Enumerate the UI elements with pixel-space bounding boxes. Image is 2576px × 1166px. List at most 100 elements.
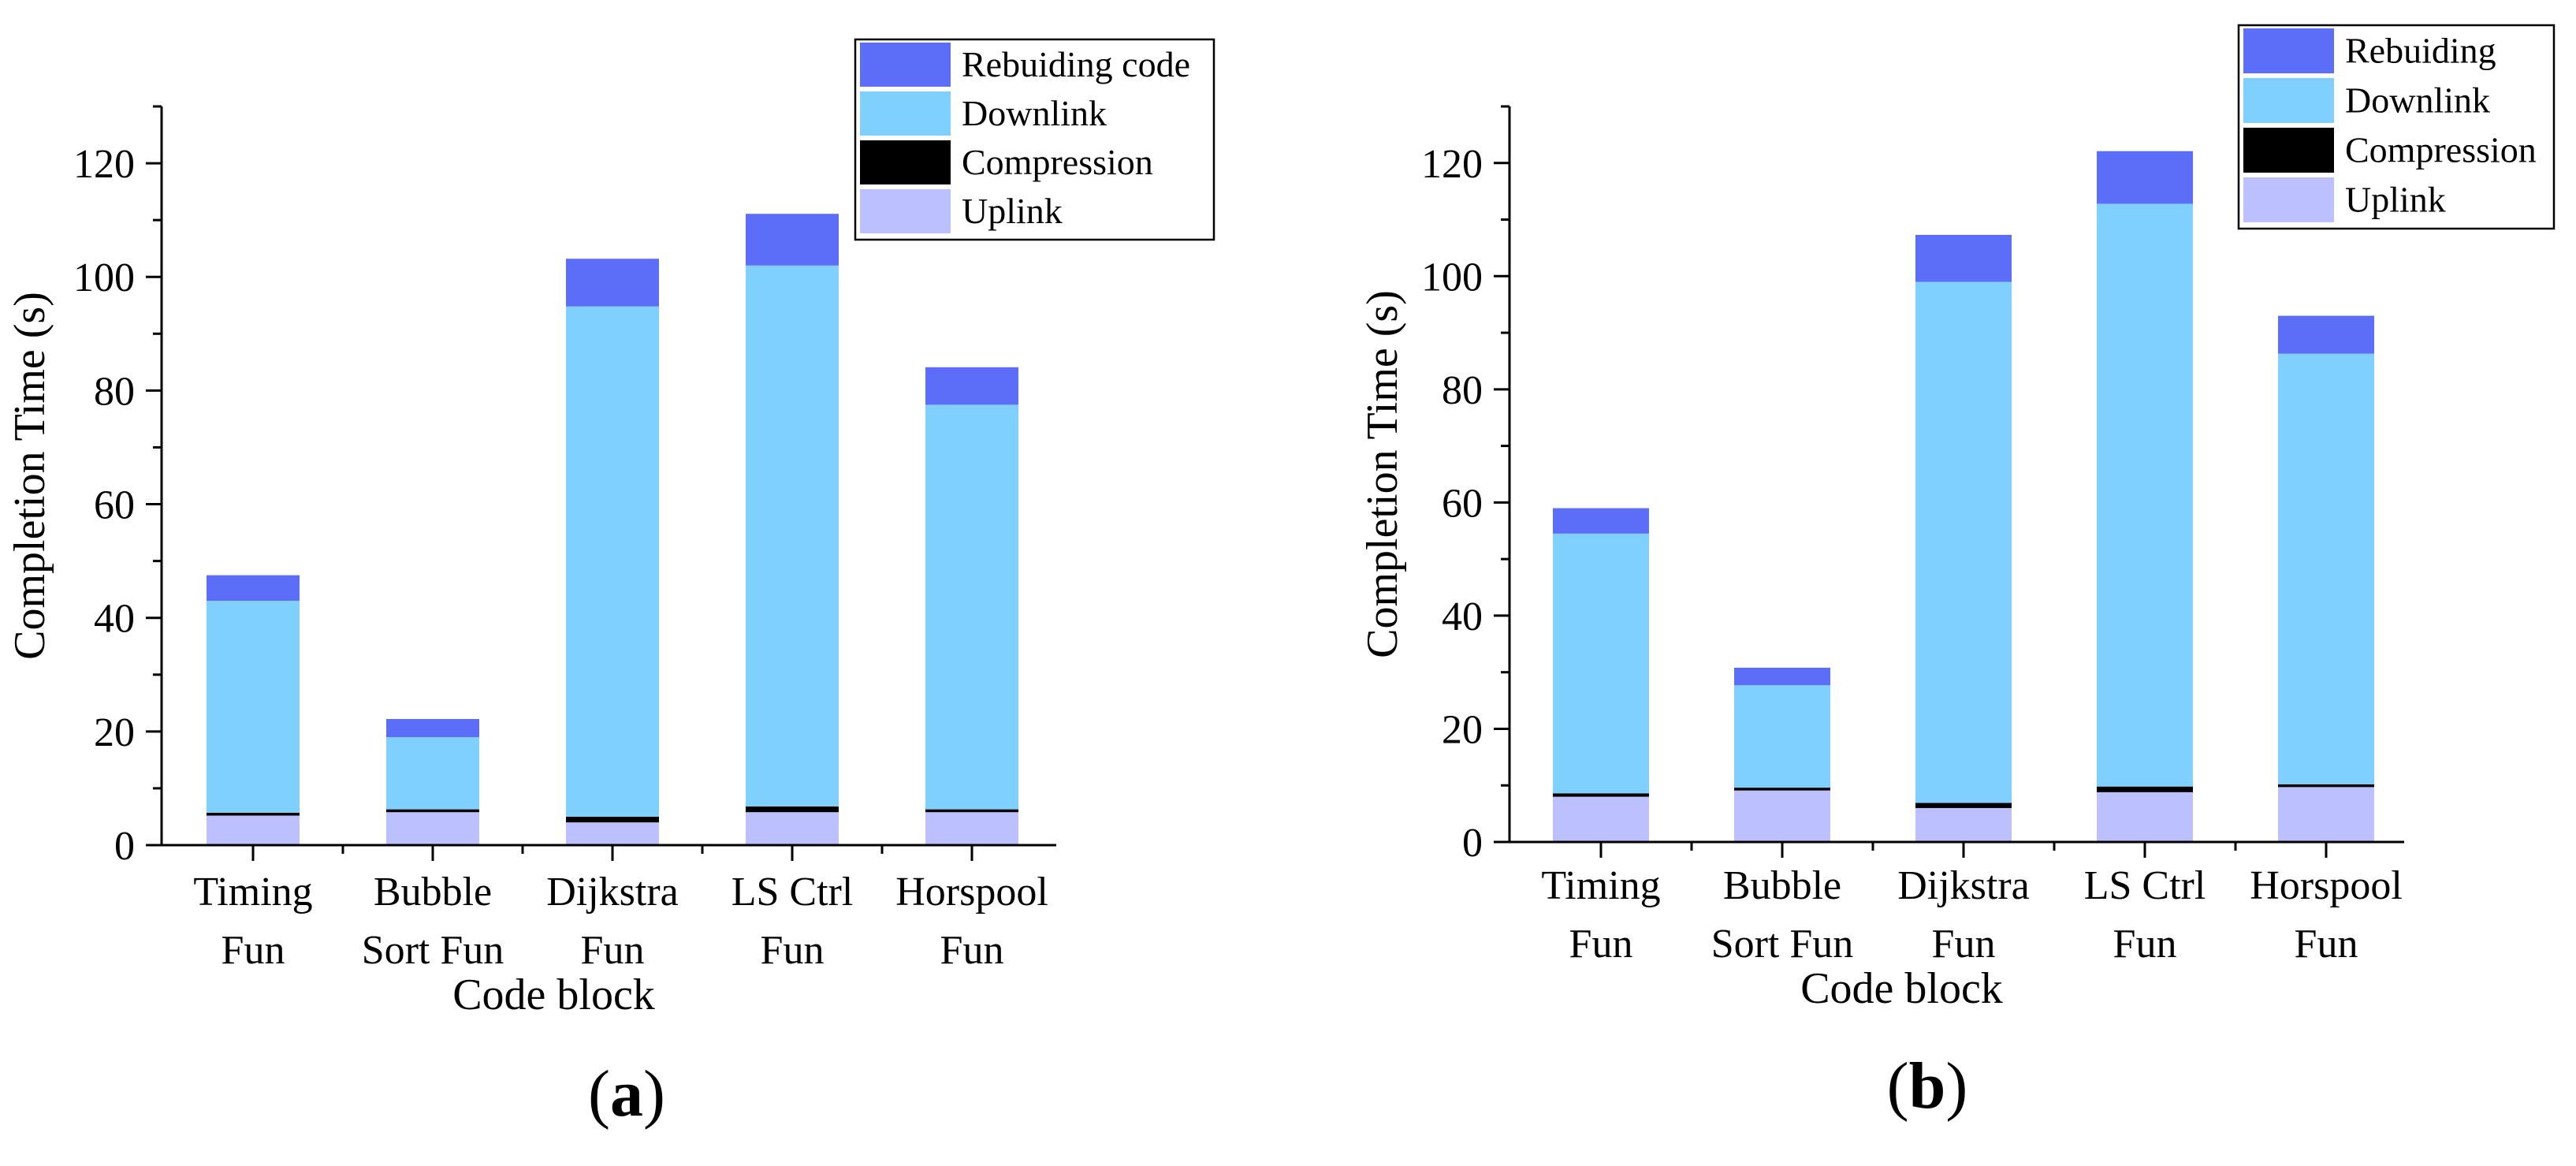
bar-rebuiding-4 — [2278, 315, 2374, 354]
y-tick-label: 80 — [1442, 368, 1483, 413]
y-tick-label: 0 — [1462, 821, 1483, 866]
bar-rebuiding-code-3 — [746, 214, 839, 266]
y-tick-label: 0 — [114, 824, 135, 869]
category-label-line2: Fun — [761, 928, 825, 973]
legend-label: Compression — [962, 142, 1153, 182]
y-tick-label: 100 — [1421, 255, 1483, 300]
y-tick-label: 60 — [94, 483, 135, 528]
panel-label-close: ) — [643, 1057, 665, 1131]
bar-compression-2 — [1915, 803, 2012, 808]
y-tick-label: 40 — [1442, 594, 1483, 639]
bar-rebuiding-1 — [1734, 667, 1830, 686]
category-label-line2: Fun — [940, 928, 1004, 973]
bar-rebuiding-code-1 — [386, 718, 479, 738]
y-tick-label: 100 — [73, 255, 135, 300]
bar-downlink-3 — [2097, 203, 2193, 787]
bar-downlink-1 — [1734, 685, 1830, 788]
y-tick-label: 120 — [1421, 142, 1483, 187]
panel-label: (a) — [588, 1057, 665, 1131]
bar-uplink-1 — [1734, 790, 1830, 842]
bar-compression-1 — [386, 809, 479, 813]
bar-rebuiding-0 — [1553, 508, 1649, 534]
panel-label: (b) — [1887, 1049, 1968, 1123]
legend-swatch — [2243, 28, 2334, 73]
bar-rebuiding-code-4 — [925, 367, 1018, 405]
y-tick-label: 120 — [73, 142, 135, 187]
legend-swatch — [2243, 128, 2334, 173]
legend-label: Uplink — [962, 191, 1063, 231]
bar-uplink-2 — [566, 822, 659, 845]
bar-rebuiding-3 — [2097, 151, 2193, 204]
bar-uplink-3 — [746, 812, 839, 845]
bar-rebuiding-code-0 — [207, 575, 300, 602]
bar-uplink-0 — [1553, 796, 1649, 842]
bar-downlink-2 — [566, 306, 659, 817]
y-tick-label: 20 — [1442, 707, 1483, 752]
bar-compression-2 — [566, 816, 659, 823]
category-label-line1: Timing — [1541, 863, 1660, 908]
category-label-line2: Fun — [581, 928, 645, 973]
bar-uplink-2 — [1915, 807, 2012, 842]
panel-label-open: ( — [1887, 1049, 1909, 1123]
bar-uplink-4 — [2278, 787, 2374, 842]
bar-compression-4 — [925, 809, 1018, 813]
category-label-line1: Timing — [193, 870, 312, 915]
y-tick-label: 80 — [94, 369, 135, 414]
legend-swatch — [2243, 78, 2334, 123]
category-label-line2: Fun — [1569, 922, 1633, 967]
category-label-line2: Sort Fun — [362, 928, 504, 973]
category-label-line1: Bubble — [374, 870, 492, 915]
bar-compression-4 — [2278, 784, 2374, 788]
category-label-line1: Bubble — [1723, 863, 1841, 908]
bar-uplink-4 — [925, 812, 1018, 845]
category-label-line2: Fun — [221, 928, 285, 973]
panel-label-close: ) — [1945, 1049, 1967, 1123]
category-label-line1: Horspool — [895, 870, 1048, 915]
bar-uplink-1 — [386, 812, 479, 845]
y-axis-title: Completion Time (s) — [6, 292, 54, 660]
y-tick-label: 40 — [94, 597, 135, 642]
bar-rebuiding-2 — [1915, 234, 2012, 282]
category-label-line1: LS Ctrl — [2084, 863, 2206, 908]
category-label-line2: Fun — [2295, 922, 2358, 967]
bar-downlink-4 — [925, 404, 1018, 810]
y-tick-label: 20 — [94, 710, 135, 755]
legend-swatch — [860, 91, 951, 136]
legend-label: Uplink — [2345, 180, 2446, 220]
y-axis-title: Completion Time (s) — [1358, 290, 1407, 658]
panel-a: 0 20 40 60 80 100 120 Timing Fun Bubble Sort Fun Di… — [6, 38, 1215, 1131]
x-axis-title: Code block — [1800, 964, 2003, 1013]
bar-downlink-1 — [386, 737, 479, 810]
category-label-line1: Dijkstra — [1897, 863, 2030, 908]
legend-swatch — [2243, 177, 2334, 222]
category-label-line2: Fun — [1932, 922, 1996, 967]
legend-label: Rebuiding code — [962, 44, 1190, 84]
panel-b: 0 20 40 60 80 100 120 Timing Fun Bubble Sort Fun Di… — [1358, 24, 2556, 1123]
panel-label-letter: a — [610, 1057, 643, 1131]
category-label-line1: Horspool — [2250, 863, 2403, 908]
bar-downlink-3 — [746, 265, 839, 807]
category-label-line1: LS Ctrl — [731, 870, 854, 915]
legend-label: Rebuiding — [2345, 31, 2496, 71]
panel-label-open: ( — [588, 1057, 610, 1131]
bar-compression-1 — [1734, 788, 1830, 791]
legend-label: Downlink — [962, 93, 1107, 133]
bar-compression-0 — [207, 812, 300, 816]
legend-label: Downlink — [2345, 80, 2490, 121]
x-axis-title: Code block — [452, 970, 655, 1019]
bar-downlink-0 — [1553, 533, 1649, 794]
bar-downlink-4 — [2278, 353, 2374, 784]
bar-compression-3 — [746, 806, 839, 813]
bar-compression-3 — [2097, 786, 2193, 792]
bar-uplink-3 — [2097, 792, 2193, 842]
category-label-line2: Fun — [2113, 922, 2177, 967]
bar-compression-0 — [1553, 793, 1649, 797]
bar-downlink-2 — [1915, 281, 2012, 803]
legend-swatch — [860, 140, 951, 184]
category-label-line2: Sort Fun — [1711, 922, 1854, 967]
panel-label-letter: b — [1909, 1049, 1946, 1123]
bar-uplink-0 — [207, 815, 300, 845]
legend-swatch — [860, 189, 951, 233]
legend-label: Compression — [2345, 130, 2537, 170]
y-tick-label: 60 — [1442, 481, 1483, 526]
